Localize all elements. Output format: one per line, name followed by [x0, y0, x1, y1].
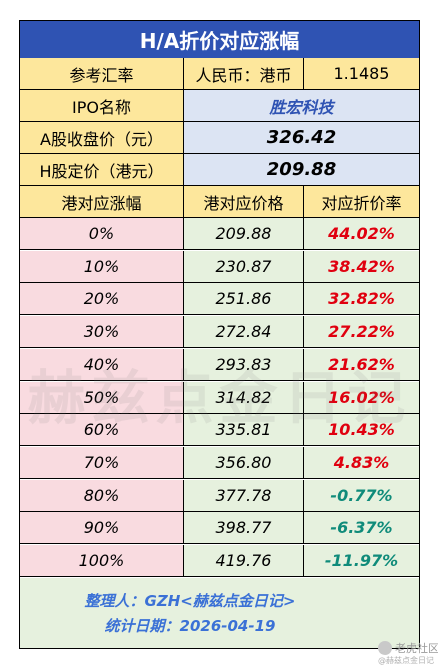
table-title: H/A折价对应涨幅: [20, 21, 419, 59]
price-cell: 335.81: [183, 414, 303, 446]
table-row: 70% 356.80 4.83%: [20, 446, 419, 479]
discount-cell: -11.97%: [303, 545, 419, 576]
price-cell: 251.86: [183, 283, 303, 315]
rise-cell: 100%: [20, 545, 183, 576]
price-cell: 377.78: [183, 479, 303, 511]
rate-row: 参考汇率 人民币：港币 1.1485: [20, 58, 419, 90]
tiger-logo-icon: [378, 641, 392, 655]
discount-cell: 10.43%: [303, 414, 419, 446]
rise-cell: 40%: [20, 348, 183, 380]
price-cell: 272.84: [183, 316, 303, 348]
date-text: 统计日期：2026-04-19: [104, 617, 276, 635]
discount-cell: 4.83%: [303, 446, 419, 478]
header-price: 港对应价格: [183, 186, 303, 217]
rise-cell: 60%: [20, 414, 183, 446]
table-row: 50% 314.82 16.02%: [20, 381, 419, 414]
discount-cell: 44.02%: [303, 218, 419, 249]
price-cell: 209.88: [183, 218, 303, 249]
price-cell: 230.87: [183, 250, 303, 282]
brand-sub: @赫兹点金日记: [378, 656, 434, 665]
discount-cell: 38.42%: [303, 250, 419, 282]
table-row: 10% 230.87 38.42%: [20, 250, 419, 283]
table-row: 40% 293.83 21.62%: [20, 348, 419, 381]
organizer-text: 整理人：GZH<赫兹点金日记>: [84, 592, 296, 610]
table-row: 80% 377.78 -0.77%: [20, 479, 419, 512]
discount-cell: 32.82%: [303, 283, 419, 315]
a-close-label: A股收盘价（元）: [20, 122, 183, 153]
table-row: 90% 398.77 -6.37%: [20, 512, 419, 545]
a-close-value: 326.42: [183, 122, 419, 153]
rise-cell: 50%: [20, 381, 183, 413]
table-row: 100% 419.76 -11.97%: [20, 545, 419, 577]
rise-cell: 10%: [20, 250, 183, 282]
rise-cell: 0%: [20, 218, 183, 249]
price-cell: 293.83: [183, 348, 303, 380]
h-price-row: H股定价（港元） 209.88: [20, 154, 419, 186]
rate-pair: 人民币：港币: [183, 58, 303, 89]
price-cell: 356.80: [183, 446, 303, 478]
table-row: 30% 272.84 27.22%: [20, 316, 419, 349]
table-row: 20% 251.86 32.82%: [20, 283, 419, 316]
h-price-value: 209.88: [183, 154, 419, 185]
rate-value: 1.1485: [303, 58, 419, 89]
header-discount: 对应折价率: [303, 186, 419, 217]
rise-cell: 30%: [20, 316, 183, 348]
table-row: 60% 335.81 10.43%: [20, 414, 419, 447]
h-price-label: H股定价（港元）: [20, 154, 183, 185]
ha-discount-table: H/A折价对应涨幅 参考汇率 人民币：港币 1.1485 IPO名称 胜宏科技 …: [19, 20, 420, 649]
footer: 整理人：GZH<赫兹点金日记> 统计日期：2026-04-19: [20, 578, 419, 648]
ipo-name: 胜宏科技: [183, 90, 419, 121]
discount-cell: 27.22%: [303, 316, 419, 348]
price-cell: 398.77: [183, 512, 303, 544]
table-row: 0% 209.88 44.02%: [20, 218, 419, 250]
ipo-label: IPO名称: [20, 90, 183, 121]
rise-cell: 90%: [20, 512, 183, 544]
rise-cell: 20%: [20, 283, 183, 315]
header-row: 港对应涨幅 港对应价格 对应折价率: [20, 186, 419, 218]
price-cell: 419.76: [183, 545, 303, 576]
ipo-row: IPO名称 胜宏科技: [20, 90, 419, 122]
discount-cell: 16.02%: [303, 381, 419, 413]
brand-name: 老虎社区: [395, 642, 438, 655]
rise-cell: 80%: [20, 479, 183, 511]
discount-cell: -6.37%: [303, 512, 419, 544]
rise-cell: 70%: [20, 446, 183, 478]
price-cell: 314.82: [183, 381, 303, 413]
discount-cell: -0.77%: [303, 479, 419, 511]
header-rise: 港对应涨幅: [20, 186, 183, 217]
rate-label: 参考汇率: [20, 58, 183, 89]
a-close-row: A股收盘价（元） 326.42: [20, 122, 419, 154]
brand-mark: 老虎社区: [378, 640, 438, 656]
discount-cell: 21.62%: [303, 348, 419, 380]
